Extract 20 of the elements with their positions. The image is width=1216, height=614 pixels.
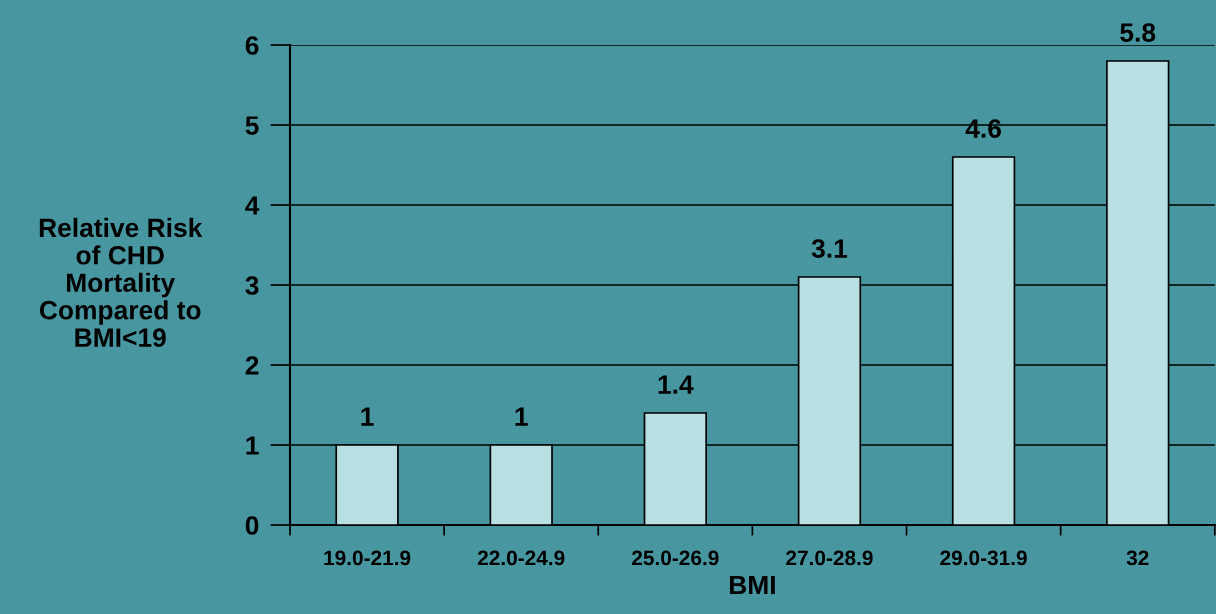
y-tick-label: 5: [245, 116, 259, 135]
y-tick-label: 1: [246, 436, 259, 455]
data-label: 5.8: [1120, 23, 1156, 42]
x-tick-label: 32: [1126, 550, 1149, 566]
y-tick-label: 0: [245, 516, 259, 535]
data-label: 1: [361, 407, 374, 426]
x-tick-label: 27.0-28.9: [786, 550, 873, 566]
x-tick-label: 29.0-31.9: [940, 550, 1027, 566]
data-label: 1: [515, 407, 528, 426]
x-tick-label: 25.0-26.9: [632, 550, 719, 566]
y-axis-title: Relative Risk of CHD Mortality Compared to BMI<19: [39, 217, 203, 348]
y-tick-label: 6: [245, 36, 259, 55]
x-tick-label: 19.0-21.9: [324, 550, 411, 566]
y-tick-label: 4: [245, 196, 260, 215]
data-label: 1.4: [658, 375, 694, 394]
x-tick-label: 22.0-24.9: [477, 550, 565, 566]
y-tick-label: 2: [245, 356, 259, 375]
data-label: 3.1: [811, 239, 848, 258]
x-axis-title: BMI: [729, 575, 775, 595]
y-tick-label: 3: [245, 276, 259, 295]
